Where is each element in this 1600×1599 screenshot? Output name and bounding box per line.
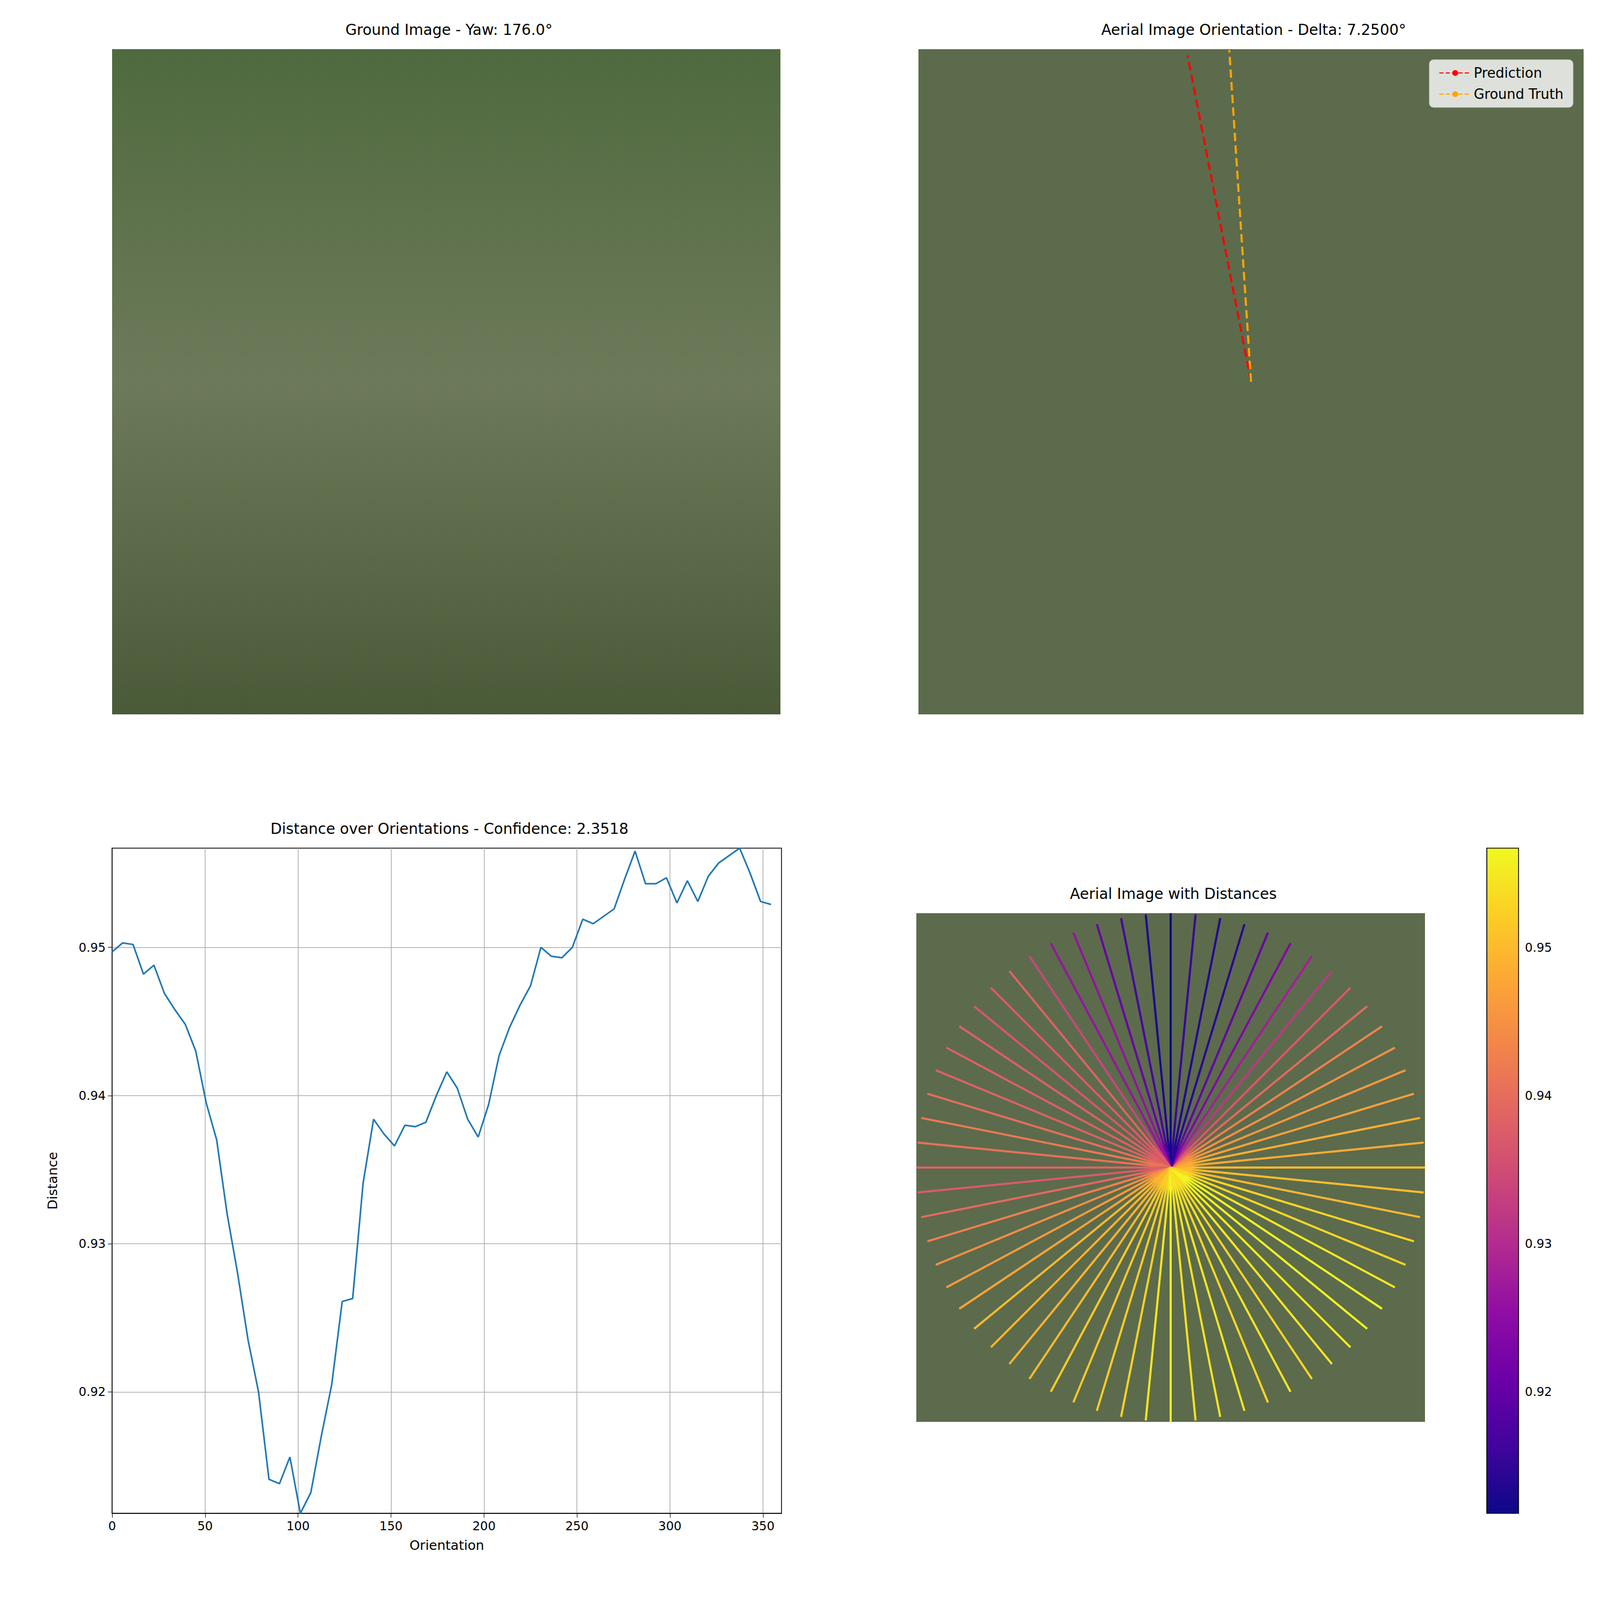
svg-text:100: 100 <box>286 1519 310 1533</box>
svg-text:0.95: 0.95 <box>1524 940 1552 955</box>
svg-text:250: 250 <box>565 1519 589 1533</box>
svg-text:Distance: Distance <box>44 1151 61 1210</box>
svg-text:300: 300 <box>658 1519 682 1533</box>
svg-text:Ground Image - Yaw: 176.0°: Ground Image - Yaw: 176.0° <box>345 21 553 39</box>
svg-text:Orientation: Orientation <box>409 1537 484 1553</box>
svg-text:0.93: 0.93 <box>1524 1236 1552 1251</box>
svg-text:Ground Truth: Ground Truth <box>1473 86 1564 103</box>
svg-text:Prediction: Prediction <box>1473 65 1542 81</box>
svg-text:Aerial Image Orientation - Del: Aerial Image Orientation - Delta: 7.2500… <box>1101 21 1407 39</box>
svg-text:Distance over Orientations - C: Distance over Orientations - Confidence:… <box>270 820 629 838</box>
svg-text:0.95: 0.95 <box>78 940 106 955</box>
svg-text:150: 150 <box>379 1519 403 1533</box>
svg-text:50: 50 <box>197 1519 213 1533</box>
svg-text:0.94: 0.94 <box>1524 1088 1552 1103</box>
svg-text:0: 0 <box>108 1519 117 1533</box>
svg-text:200: 200 <box>472 1519 496 1533</box>
svg-text:0.92: 0.92 <box>1524 1384 1552 1399</box>
svg-text:Aerial Image with Distances: Aerial Image with Distances <box>1070 885 1277 903</box>
svg-text:0.94: 0.94 <box>78 1088 106 1103</box>
svg-text:0.92: 0.92 <box>78 1384 106 1399</box>
svg-text:350: 350 <box>751 1519 775 1533</box>
svg-text:0.93: 0.93 <box>78 1236 106 1251</box>
